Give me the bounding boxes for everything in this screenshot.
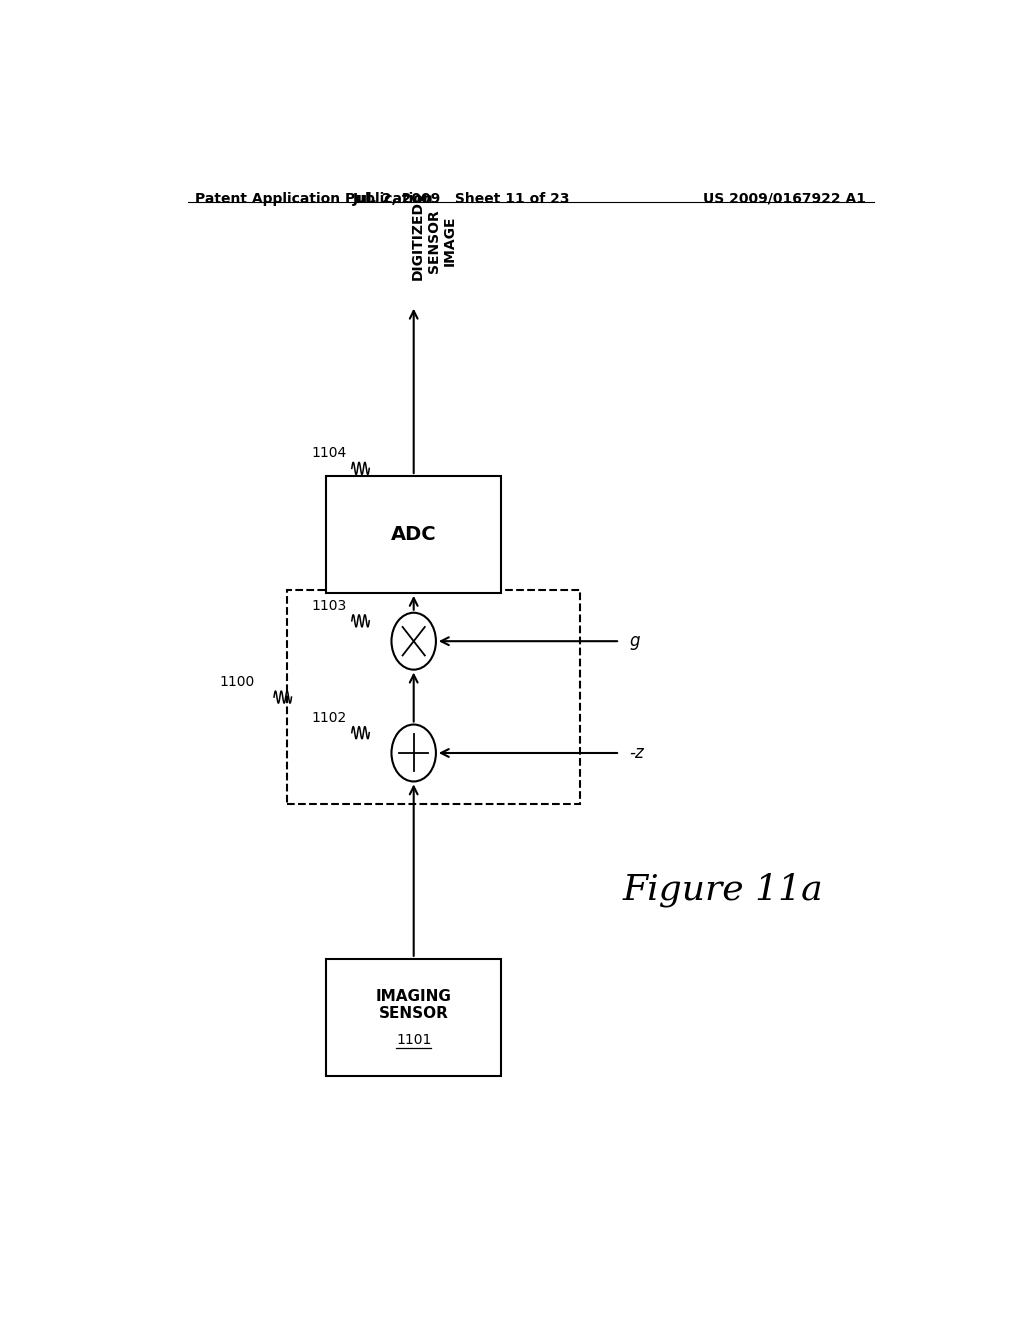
Text: Patent Application Publication: Patent Application Publication <box>196 191 433 206</box>
Text: Jul. 2, 2009   Sheet 11 of 23: Jul. 2, 2009 Sheet 11 of 23 <box>352 191 570 206</box>
Text: -z: -z <box>630 744 644 762</box>
Bar <box>327 477 501 593</box>
Text: US 2009/0167922 A1: US 2009/0167922 A1 <box>703 191 866 206</box>
Circle shape <box>391 612 436 669</box>
Bar <box>287 590 581 804</box>
Text: 1100: 1100 <box>220 675 255 689</box>
Circle shape <box>391 725 436 781</box>
Text: 1103: 1103 <box>311 599 346 612</box>
Text: IMAGING
SENSOR: IMAGING SENSOR <box>376 989 452 1022</box>
Text: 1102: 1102 <box>311 710 346 725</box>
Text: 1104: 1104 <box>311 446 346 461</box>
Text: DIGITIZED
SENSOR
IMAGE: DIGITIZED SENSOR IMAGE <box>411 202 457 280</box>
Bar <box>327 958 501 1076</box>
Text: Figure 11a: Figure 11a <box>623 873 823 907</box>
Text: 1101: 1101 <box>396 1032 431 1047</box>
Text: g: g <box>630 632 640 651</box>
Text: ADC: ADC <box>391 525 436 544</box>
